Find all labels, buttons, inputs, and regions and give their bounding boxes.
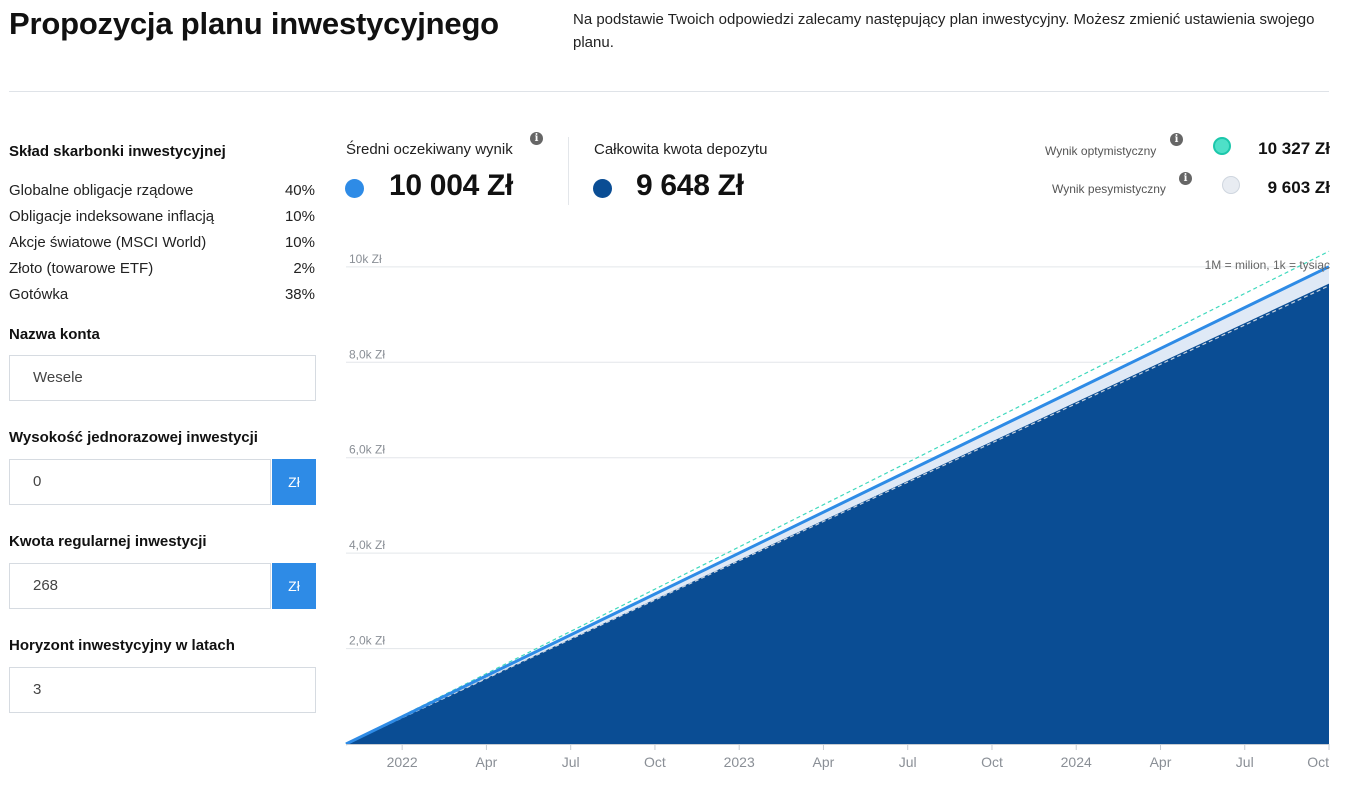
optimistic-value: 10 327 Zł xyxy=(1258,139,1330,158)
page-title: Propozycja planu inwestycyjnego xyxy=(9,6,499,41)
pessimistic-label: Wynik pesymistyczny xyxy=(1052,182,1166,196)
y-tick-label: 2,0k Zł xyxy=(349,634,385,648)
composition-row: Gotówka 38% xyxy=(9,282,315,308)
x-tick-label: Jul xyxy=(562,754,580,770)
pessimistic-dot xyxy=(1222,176,1240,194)
composition-pct: 40% xyxy=(284,182,315,199)
composition-row: Obligacje indeksowane inflacją 10% xyxy=(9,204,315,230)
x-tick-label: Oct xyxy=(981,754,1003,770)
expected-result-value: 10 004 Zł xyxy=(389,169,514,202)
composition-pct: 2% xyxy=(293,260,315,277)
optimistic-label: Wynik optymistyczny xyxy=(1045,144,1157,158)
composition-pct: 10% xyxy=(284,208,315,225)
composition-row: Akcje światowe (MSCI World) 10% xyxy=(9,230,315,256)
y-tick-label: 10k Zł xyxy=(349,252,382,266)
composition-label: Złoto (towarowe ETF) xyxy=(9,260,154,277)
pessimistic-value: 9 603 Zł xyxy=(1267,178,1330,197)
composition-label: Globalne obligacje rządowe xyxy=(9,182,194,199)
pessimistic-info-icon[interactable]: i xyxy=(1179,172,1192,185)
x-tick-label: Jul xyxy=(899,754,917,770)
horizon-label: Horyzont inwestycyjny w latach xyxy=(9,637,235,654)
deposit-area xyxy=(346,283,1329,744)
x-tick-label: Apr xyxy=(1150,754,1172,770)
regular-amount-label: Kwota regularnej inwestycji xyxy=(9,533,207,550)
x-tick-label: 2022 xyxy=(387,754,418,770)
x-tick-label: 2024 xyxy=(1061,754,1092,770)
regular-amount-input[interactable]: 268 xyxy=(9,563,271,609)
composition-label: Obligacje indeksowane inflacją xyxy=(9,208,215,225)
composition-title: Skład skarbonki inwestycyjnej xyxy=(9,143,226,160)
deposit-value: 9 648 Zł xyxy=(636,169,744,202)
composition-pct: 10% xyxy=(284,234,315,251)
y-tick-label: 6,0k Zł xyxy=(349,443,385,457)
lump-sum-currency-button[interactable]: Zł xyxy=(272,459,316,505)
lump-sum-input[interactable]: 0 xyxy=(9,459,271,505)
horizon-input[interactable]: 3 xyxy=(9,667,316,713)
x-tick-label: Oct xyxy=(1307,754,1329,770)
composition-label: Akcje światowe (MSCI World) xyxy=(9,234,207,251)
summary-separator xyxy=(568,137,569,205)
optimistic-info-icon[interactable]: i xyxy=(1170,133,1183,146)
regular-amount-currency-button[interactable]: Zł xyxy=(272,563,316,609)
composition-row: Globalne obligacje rządowe 40% xyxy=(9,178,315,204)
optimistic-line xyxy=(345,250,1330,745)
account-name-label: Nazwa konta xyxy=(9,326,100,343)
chart-unit-note: 1M = milion, 1k = tysiąc xyxy=(1204,258,1330,272)
uncertainty-band xyxy=(346,266,1329,744)
expected-info-icon[interactable]: i xyxy=(530,132,543,145)
header-divider xyxy=(9,91,1329,92)
x-tick-label: Apr xyxy=(813,754,835,770)
account-name-input[interactable]: Wesele xyxy=(9,355,316,401)
composition-pct: 38% xyxy=(284,286,315,303)
optimistic-dot xyxy=(1213,137,1231,155)
composition-list: Globalne obligacje rządowe 40% Obligacje… xyxy=(9,178,315,308)
composition-row: Złoto (towarowe ETF) 2% xyxy=(9,256,315,282)
composition-label: Gotówka xyxy=(9,286,69,303)
expected-result-label: Średni oczekiwany wynik xyxy=(346,141,513,158)
x-tick-label: Jul xyxy=(1236,754,1254,770)
y-tick-label: 8,0k Zł xyxy=(349,347,385,361)
y-tick-label: 4,0k Zł xyxy=(349,538,385,552)
x-tick-label: Oct xyxy=(644,754,666,770)
expected-line xyxy=(345,265,1330,746)
lump-sum-label: Wysokość jednorazowej inwestycji xyxy=(9,429,258,446)
deposit-dot xyxy=(593,179,612,198)
x-tick-label: Apr xyxy=(476,754,498,770)
x-tick-label: 2023 xyxy=(724,754,755,770)
expected-dot xyxy=(345,179,364,198)
intro-text: Na podstawie Twoich odpowiedzi zalecamy … xyxy=(573,11,1315,51)
deposit-label: Całkowita kwota depozytu xyxy=(594,141,768,158)
pessimistic-line xyxy=(345,285,1330,745)
